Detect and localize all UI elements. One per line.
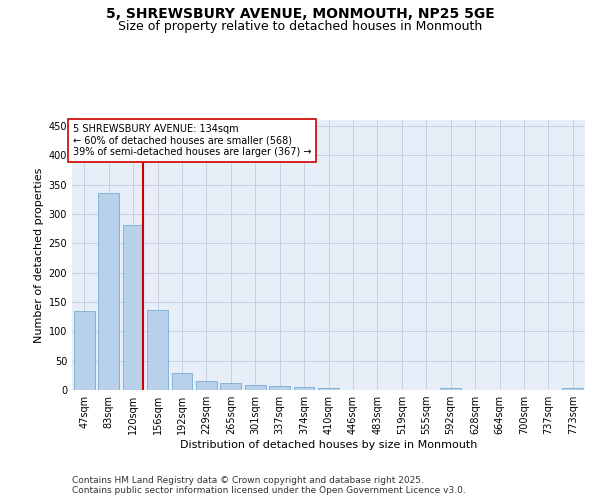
- Bar: [318, 388, 339, 390]
- Text: Size of property relative to detached houses in Monmouth: Size of property relative to detached ho…: [118, 20, 482, 33]
- Bar: [172, 373, 193, 390]
- Bar: [562, 388, 583, 390]
- Bar: [269, 386, 290, 390]
- X-axis label: Distribution of detached houses by size in Monmouth: Distribution of detached houses by size …: [180, 440, 477, 450]
- Bar: [245, 386, 266, 390]
- Y-axis label: Number of detached properties: Number of detached properties: [34, 168, 44, 342]
- Text: Contains HM Land Registry data © Crown copyright and database right 2025.
Contai: Contains HM Land Registry data © Crown c…: [72, 476, 466, 495]
- Bar: [196, 381, 217, 390]
- Text: 5 SHREWSBURY AVENUE: 134sqm
← 60% of detached houses are smaller (568)
39% of se: 5 SHREWSBURY AVENUE: 134sqm ← 60% of det…: [73, 124, 311, 157]
- Bar: [122, 225, 143, 390]
- Bar: [98, 193, 119, 390]
- Bar: [293, 387, 314, 390]
- Text: 5, SHREWSBURY AVENUE, MONMOUTH, NP25 5GE: 5, SHREWSBURY AVENUE, MONMOUTH, NP25 5GE: [106, 8, 494, 22]
- Bar: [440, 388, 461, 390]
- Bar: [74, 312, 95, 390]
- Bar: [220, 383, 241, 390]
- Bar: [147, 310, 168, 390]
